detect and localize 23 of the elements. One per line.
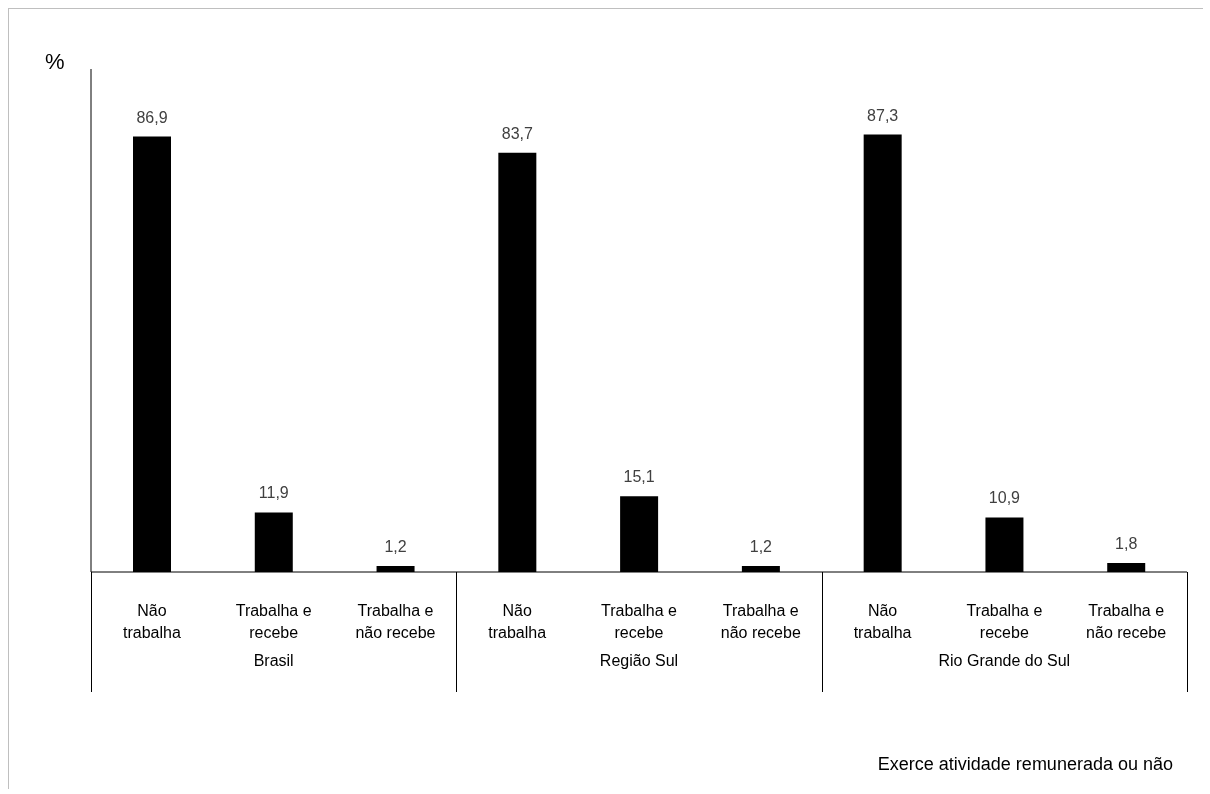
data-label: 1,2: [384, 537, 407, 555]
x-tick-label: Trabalha e recebe: [235, 602, 312, 641]
data-label: 87,3: [867, 106, 899, 124]
x-tick-label: Trabalha e não recebe: [1086, 602, 1167, 641]
data-label: 1,2: [749, 537, 773, 555]
text: Exerce atividade remunerada ou não: [877, 754, 1173, 775]
x-tick-label: Trabalha e recebe: [601, 602, 678, 641]
text: Brasil: [252, 652, 295, 670]
x-tick-label: Trabalha e recebe: [966, 602, 1043, 641]
x-tick-label: Trabalha e não recebe: [355, 602, 436, 641]
x-tick-label: Não trabalha: [122, 602, 181, 641]
data-label: 1,8: [1115, 534, 1138, 552]
text: Região Sul: [598, 652, 680, 670]
text: Rio Grande do Sul: [937, 652, 1072, 670]
data-label: 86,9: [136, 108, 168, 126]
data-label: 15,1: [623, 468, 655, 486]
data-label: 83,7: [501, 124, 534, 142]
data-label: 11,9: [258, 484, 289, 502]
x-tick-label: Não trabalha: [853, 602, 912, 641]
data-label: 10,9: [988, 489, 1021, 507]
y-axis-title: %: [45, 49, 65, 75]
x-tick-label: Trabalha e não recebe: [720, 602, 801, 641]
x-tick-label: Não trabalha: [488, 602, 547, 641]
